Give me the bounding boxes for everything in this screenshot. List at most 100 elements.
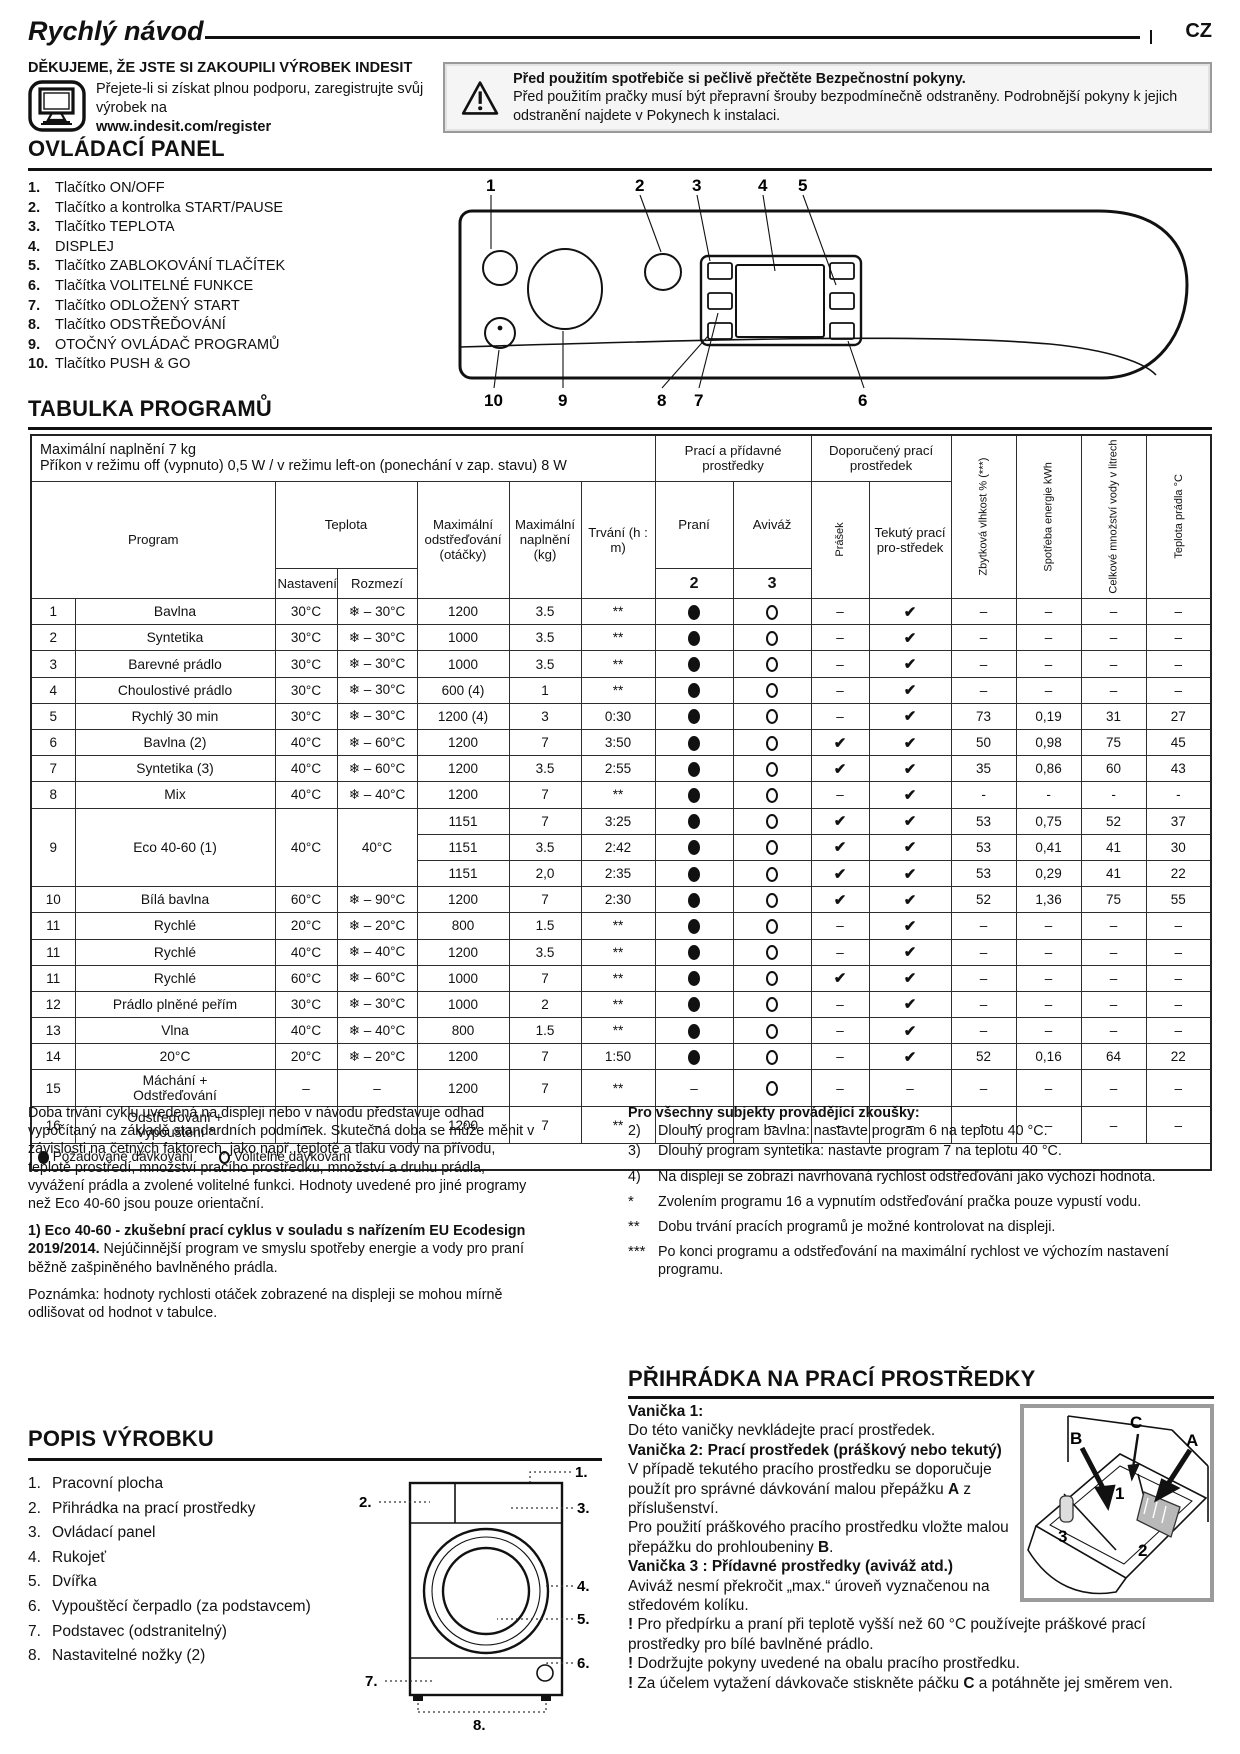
push-and-go-button[interactable] <box>484 317 516 349</box>
control-panel-item-number: 8. <box>28 317 41 334</box>
footnote-list: 2) Dlouhý program bavlna: nastavte progra… <box>628 1122 1216 1279</box>
program-cell: ❄ – 30°C <box>336 598 418 626</box>
program-cell: ✔ <box>868 702 952 731</box>
option-button-2[interactable] <box>829 322 855 340</box>
check-icon: ✔ <box>903 970 917 988</box>
detergent-text-segment: V případě tekutého pracího prostředku se… <box>628 1461 992 1498</box>
program-cell: 0,75 <box>1015 807 1082 835</box>
key-lock-button[interactable] <box>829 262 855 280</box>
program-cell: 7 <box>508 886 582 914</box>
control-panel-item: 3. Tlačítko TEPLOTA <box>28 218 428 238</box>
program-name-line: Odstřeďování + <box>127 1110 223 1126</box>
program-cell: 6 <box>30 728 76 757</box>
test-notes-title: Pro všechny subjekty provádějící zkoušky… <box>628 1105 920 1121</box>
program-cell: – <box>1080 598 1147 626</box>
panel-callout-lines <box>490 194 865 389</box>
product-item-label: Rukojeť <box>52 1548 107 1566</box>
delay-start-button[interactable] <box>707 292 733 310</box>
program-name-cell: Prádlo plněné peřím <box>74 990 276 1019</box>
temperature-button[interactable] <box>707 262 733 280</box>
program-cell: – <box>1145 912 1212 940</box>
program-cell: ✔ <box>810 859 870 888</box>
drawer-rim-outer <box>1034 1453 1208 1579</box>
program-cell: – <box>1015 1069 1082 1108</box>
program-cell: 30°C <box>274 702 338 731</box>
on-off-button[interactable] <box>482 250 518 286</box>
program-cell: – <box>336 1106 418 1145</box>
program-name-cell: Máchání + Odstřeďování <box>74 1069 276 1108</box>
required-dose-icon <box>688 1023 701 1039</box>
col-group-detergents: Prací a přídavné prostředky <box>654 434 812 482</box>
program-name-cell: Vlna <box>74 1017 276 1045</box>
product-list-item: 7. Podstavec (odstranitelný) <box>28 1620 328 1645</box>
program-cell: – <box>654 1069 734 1108</box>
required-dose-icon <box>688 892 701 908</box>
option-button-1[interactable] <box>829 292 855 310</box>
program-cell: ✔ <box>868 781 952 809</box>
register-url[interactable]: www.indesit.com/register <box>96 119 272 135</box>
program-cell: 7 <box>30 755 76 783</box>
note-eco: 1) Eco 40-60 - zkušební prací cyklus v s… <box>28 1223 526 1276</box>
program-cell: ❄ – 60°C <box>336 755 418 783</box>
check-icon: ✔ <box>903 1048 917 1066</box>
required-dose-icon <box>688 866 701 882</box>
warning-text: Před použitím spotřebiče si pečlivě přeč… <box>513 70 1198 126</box>
program-cell: 27 <box>1145 702 1212 731</box>
optional-dose-icon <box>766 866 779 882</box>
program-cell: ❄ – 40°C <box>336 1017 418 1045</box>
program-cell: ❄ – 20°C <box>336 912 418 940</box>
program-knob[interactable] <box>527 248 603 330</box>
start-pause-button[interactable] <box>644 253 682 291</box>
program-cell: ✔ <box>810 886 870 914</box>
display-screen <box>735 264 825 338</box>
program-cell: 30°C <box>274 624 338 652</box>
product-list-item: 8. Nastavitelné nožky (2) <box>28 1644 328 1669</box>
program-cell: 30°C <box>274 650 338 678</box>
program-cell: – <box>1015 938 1082 966</box>
control-panel-item-number: 6. <box>28 277 41 294</box>
footnote-item: *** Po konci programu a odstřeďování na m… <box>628 1243 1216 1279</box>
control-panel-diagram: 1 2 3 4 5 10 9 8 <box>458 176 1189 410</box>
control-panel-item-label: Tlačítko ODSTŘEĎOVÁNÍ <box>55 317 226 334</box>
program-cell: 52 <box>950 886 1017 914</box>
program-cell: 0:30 <box>580 702 656 731</box>
control-panel-item: 9. OTOČNÝ OVLÁDAČ PROGRAMŮ <box>28 336 428 356</box>
program-cell: ✔ <box>868 990 952 1019</box>
program-cell: 43 <box>1145 755 1212 783</box>
program-cell: – <box>1145 964 1212 992</box>
program-cell: ✔ <box>868 807 952 835</box>
program-cell: 40°C <box>274 938 338 966</box>
foot-right <box>541 1695 551 1701</box>
check-icon: ✔ <box>903 944 917 962</box>
program-row: 7 Syntetika (3) 40°C ❄ – 60°C 1200 3.5 2:55 ✔ ✔ 3… <box>30 755 1212 783</box>
program-cell: – <box>950 650 1017 678</box>
program-cell <box>654 728 734 757</box>
program-cell: 3.5 <box>508 624 582 652</box>
program-cell <box>732 964 812 992</box>
program-cell: – <box>950 676 1017 704</box>
program-table-rule <box>28 427 1212 430</box>
program-cell: 45 <box>1145 728 1212 757</box>
program-cell: – <box>950 598 1017 626</box>
program-cell: 40°C <box>274 781 338 809</box>
program-row: 9 Eco 40-60 (1) 40°C 40°C 1151 7 3:25 ✔ ✔ 53 0,75 5… <box>30 807 1212 888</box>
program-cell: ** <box>580 964 656 992</box>
col-header-softener-num: 3 <box>732 568 812 600</box>
spin-button[interactable] <box>707 322 733 340</box>
required-dose-icon <box>688 657 701 672</box>
check-icon: ✔ <box>903 996 917 1014</box>
program-cell: – <box>1145 990 1212 1019</box>
program-cell: 3.5 <box>508 650 582 678</box>
program-cell: ✔ <box>810 807 870 835</box>
program-cell: 10 <box>30 886 76 914</box>
program-cell: 0,41 <box>1015 833 1082 861</box>
program-cell: - <box>1015 781 1082 809</box>
program-cell <box>654 964 734 992</box>
program-cell: – <box>336 1069 418 1108</box>
check-icon: ✔ <box>903 760 917 778</box>
footnote-item: 2) Dlouhý program bavlna: nastavte progra… <box>628 1122 1216 1140</box>
footnote-marker: 4) <box>628 1168 641 1185</box>
control-panel-item-label: Tlačítko ODLOŽENÝ START <box>55 297 240 314</box>
control-panel-item-number: 5. <box>28 258 41 275</box>
program-cell <box>654 886 734 914</box>
